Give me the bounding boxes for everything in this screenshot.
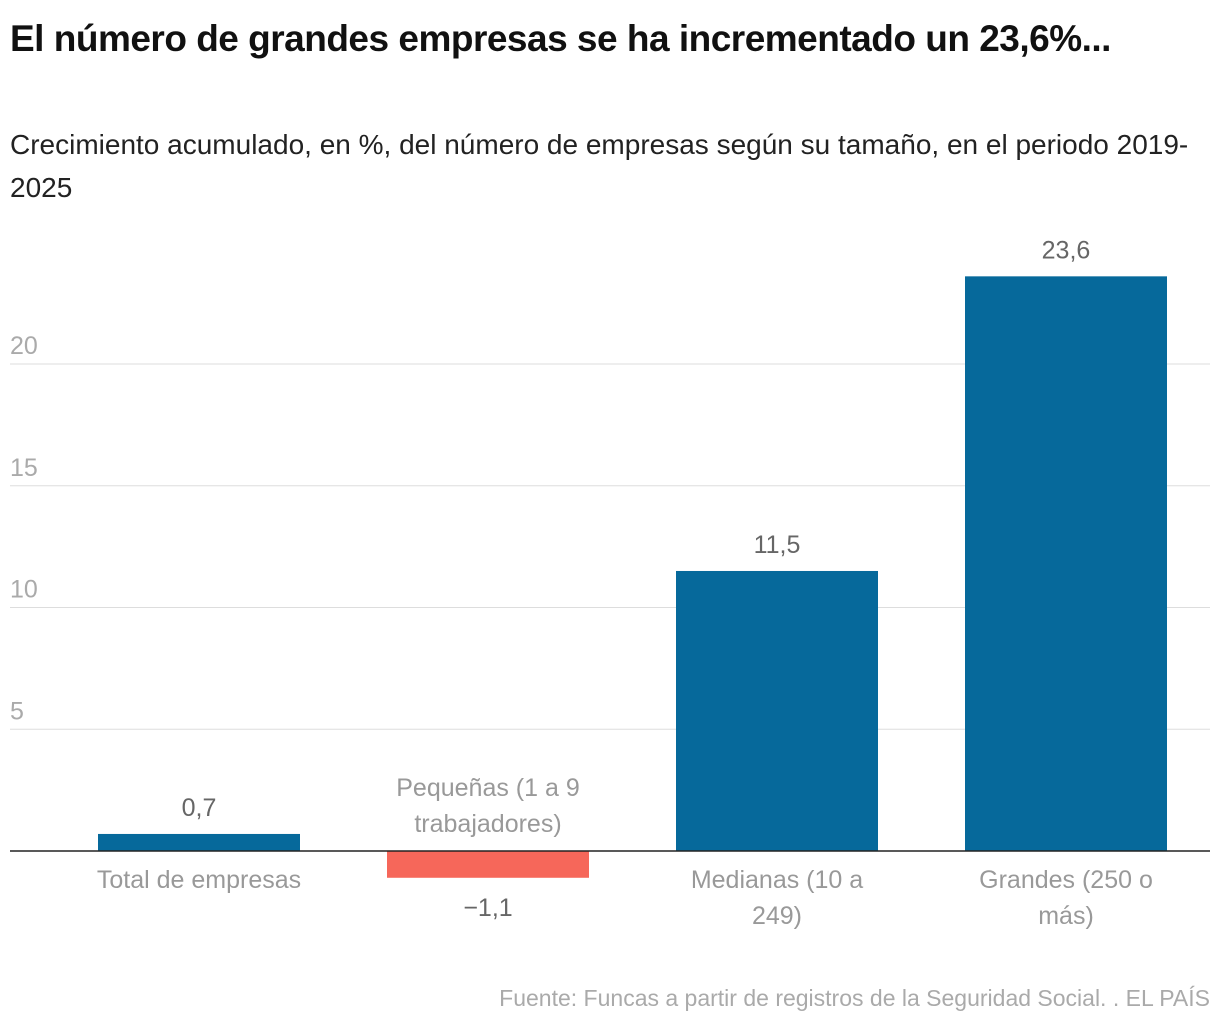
y-tick-label: 5 <box>10 697 24 725</box>
category-label: Total de empresas <box>97 866 301 894</box>
chart-title: El número de grandes empresas se ha incr… <box>10 18 1111 59</box>
value-label: 0,7 <box>182 794 217 822</box>
bar <box>98 833 300 851</box>
chart-subtitle: Crecimiento acumulado, en %, del número … <box>10 129 1189 203</box>
category-label: Medianas (10 a <box>691 866 863 894</box>
value-label: −1,1 <box>463 894 512 922</box>
y-tick-label: 20 <box>10 332 38 360</box>
value-label: 11,5 <box>754 531 801 559</box>
category-label: Grandes (250 o <box>979 866 1153 894</box>
source-footer: Fuente: Funcas a partir de registros de … <box>499 985 1210 1011</box>
value-label: 23,6 <box>1042 236 1091 264</box>
category-label: trabajadores) <box>414 810 561 838</box>
category-label: 249) <box>752 902 802 930</box>
category-label: Pequeñas (1 a 9 <box>396 774 579 802</box>
category-label: más) <box>1038 902 1094 930</box>
bar <box>676 570 878 851</box>
bar <box>965 276 1167 852</box>
y-tick-label: 15 <box>10 454 38 482</box>
y-tick-label: 10 <box>10 576 38 604</box>
bar <box>387 851 589 878</box>
